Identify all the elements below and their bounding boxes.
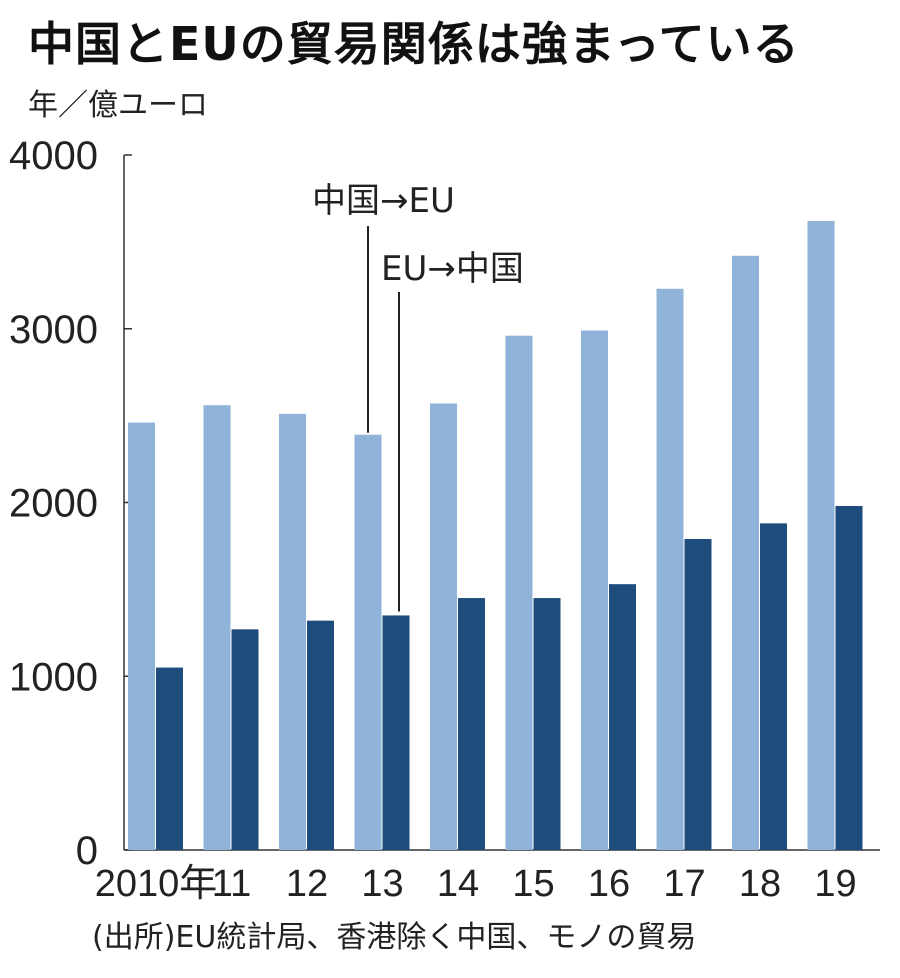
x-tick-label: 19: [814, 863, 856, 905]
chart-title: 中国とEUの貿易関係は強まっている: [28, 17, 800, 71]
bar-eu-to-china: [609, 584, 636, 850]
bar-eu-to-china: [382, 615, 410, 850]
y-tick-label: 4000: [9, 134, 98, 178]
x-tick-label: 17: [663, 863, 705, 905]
bar-china-to-eu: [656, 288, 684, 851]
bar-china-to-eu: [128, 422, 155, 850]
bar-china-to-eu: [505, 335, 533, 850]
bar-china-to-eu: [203, 405, 231, 850]
bar-china-to-eu: [732, 255, 759, 850]
bar-eu-to-china: [156, 667, 183, 850]
bar-eu-to-china: [307, 620, 334, 850]
bar-eu-to-china: [458, 598, 485, 850]
source-note: (出所)EU統計局、香港除く中国、モノの貿易: [92, 920, 697, 955]
x-tick-label: 14: [437, 863, 479, 905]
bar-eu-to-china: [684, 538, 712, 850]
bar-china-to-eu: [279, 413, 306, 850]
y-tick-label: 0: [76, 829, 98, 873]
y-tick-label: 2000: [9, 482, 98, 526]
y-tick-label: 1000: [9, 655, 98, 699]
legend-label-eu-to-china: EU→中国: [381, 249, 524, 289]
x-tick-label: 11: [212, 863, 251, 905]
x-tick-label: 15: [512, 863, 554, 905]
bar-china-to-eu: [807, 221, 835, 850]
legend-label-china-to-eu: 中国→EU: [312, 181, 455, 221]
y-tick-label: 3000: [9, 308, 98, 352]
x-tick-label: 2010年: [95, 863, 218, 905]
bar-china-to-eu: [354, 434, 382, 850]
bar-china-to-eu: [430, 403, 457, 850]
bar-eu-to-china: [533, 598, 561, 850]
x-tick-label: 13: [361, 863, 403, 905]
bar-eu-to-china: [760, 523, 787, 850]
bar-eu-to-china: [231, 629, 259, 850]
x-tick-label: 18: [739, 863, 781, 905]
x-tick-label: 16: [588, 863, 630, 905]
bar-eu-to-china: [835, 505, 863, 850]
bar-china-to-eu: [581, 330, 608, 850]
x-tick-label: 12: [286, 863, 328, 905]
y-axis-unit-label: 年／億ユーロ: [28, 88, 208, 123]
